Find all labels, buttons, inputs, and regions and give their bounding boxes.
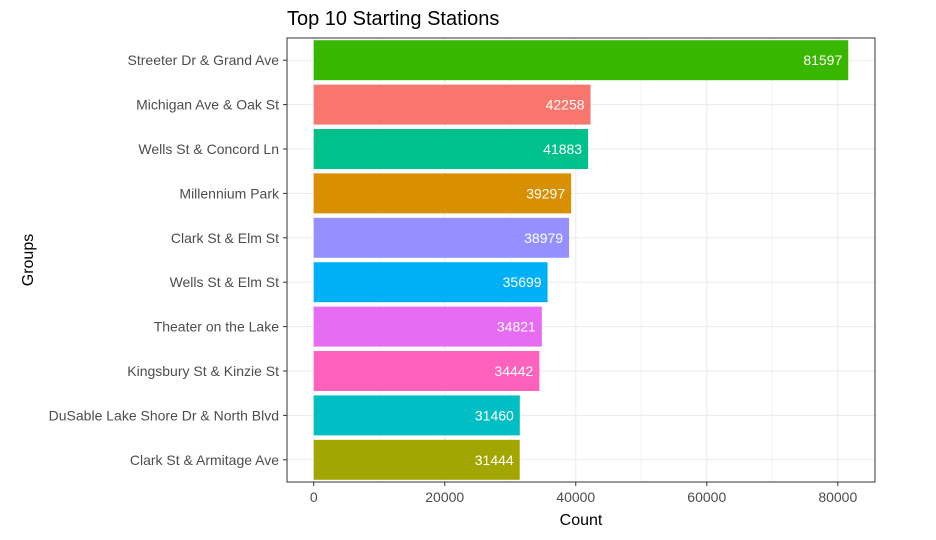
y-tick-label: Theater on the Lake: [154, 319, 280, 335]
y-tick-label: Streeter Dr & Grand Ave: [128, 52, 280, 68]
bar-value-label: 39297: [526, 185, 565, 201]
bar-value-label: 34821: [497, 319, 536, 335]
x-tick-label: 80000: [818, 489, 857, 505]
y-axis-title: Groups: [20, 234, 37, 286]
x-tick-label: 40000: [556, 489, 595, 505]
x-axis-title: Count: [560, 512, 603, 529]
bar: [313, 306, 542, 347]
y-tick-label: Millennium Park: [179, 185, 280, 201]
bar-value-label: 31460: [475, 407, 514, 423]
x-axis: 0 20000 40000 60000 80000: [310, 482, 857, 505]
bar: [313, 439, 520, 480]
y-tick-label: Kingsbury St & Kinzie St: [127, 363, 279, 379]
y-tick-label: Clark St & Elm St: [171, 230, 279, 246]
y-tick-label: DuSable Lake Shore Dr & North Blvd: [49, 407, 279, 423]
y-tick-label: Michigan Ave & Oak St: [136, 97, 279, 113]
bar-value-label: 41883: [543, 141, 582, 157]
chart-title: Top 10 Starting Stations: [287, 8, 499, 30]
bar-value-label: 38979: [524, 230, 563, 246]
bar: [313, 351, 540, 391]
bar: [313, 262, 548, 303]
y-axis: Streeter Dr & Grand Ave Michigan Ave & Oa…: [49, 52, 287, 468]
x-tick-label: 20000: [425, 489, 464, 505]
y-tick-label: Wells St & Concord Ln: [138, 141, 279, 157]
bar: [313, 84, 591, 125]
bar-value-label: 81597: [803, 52, 842, 68]
bar-value-label: 31444: [475, 452, 514, 468]
bar-value-label: 35699: [503, 274, 542, 290]
bar-labels-group: 81597 42258 41883 39297 38979 35699 34821 34442…: [475, 52, 843, 468]
bar: [313, 129, 589, 169]
bar: [313, 395, 520, 436]
bar-value-label: 42258: [546, 97, 585, 113]
bar: [313, 40, 849, 81]
bar: [313, 217, 570, 258]
y-tick-label: Clark St & Armitage Ave: [130, 452, 279, 468]
bars-group: [313, 40, 849, 480]
bar-value-label: 34442: [494, 363, 533, 379]
plot-panel-border: [286, 37, 876, 483]
x-tick-label: 0: [310, 489, 318, 505]
bar: [313, 173, 572, 214]
y-tick-label: Wells St & Elm St: [170, 274, 280, 290]
x-tick-label: 60000: [687, 489, 726, 505]
